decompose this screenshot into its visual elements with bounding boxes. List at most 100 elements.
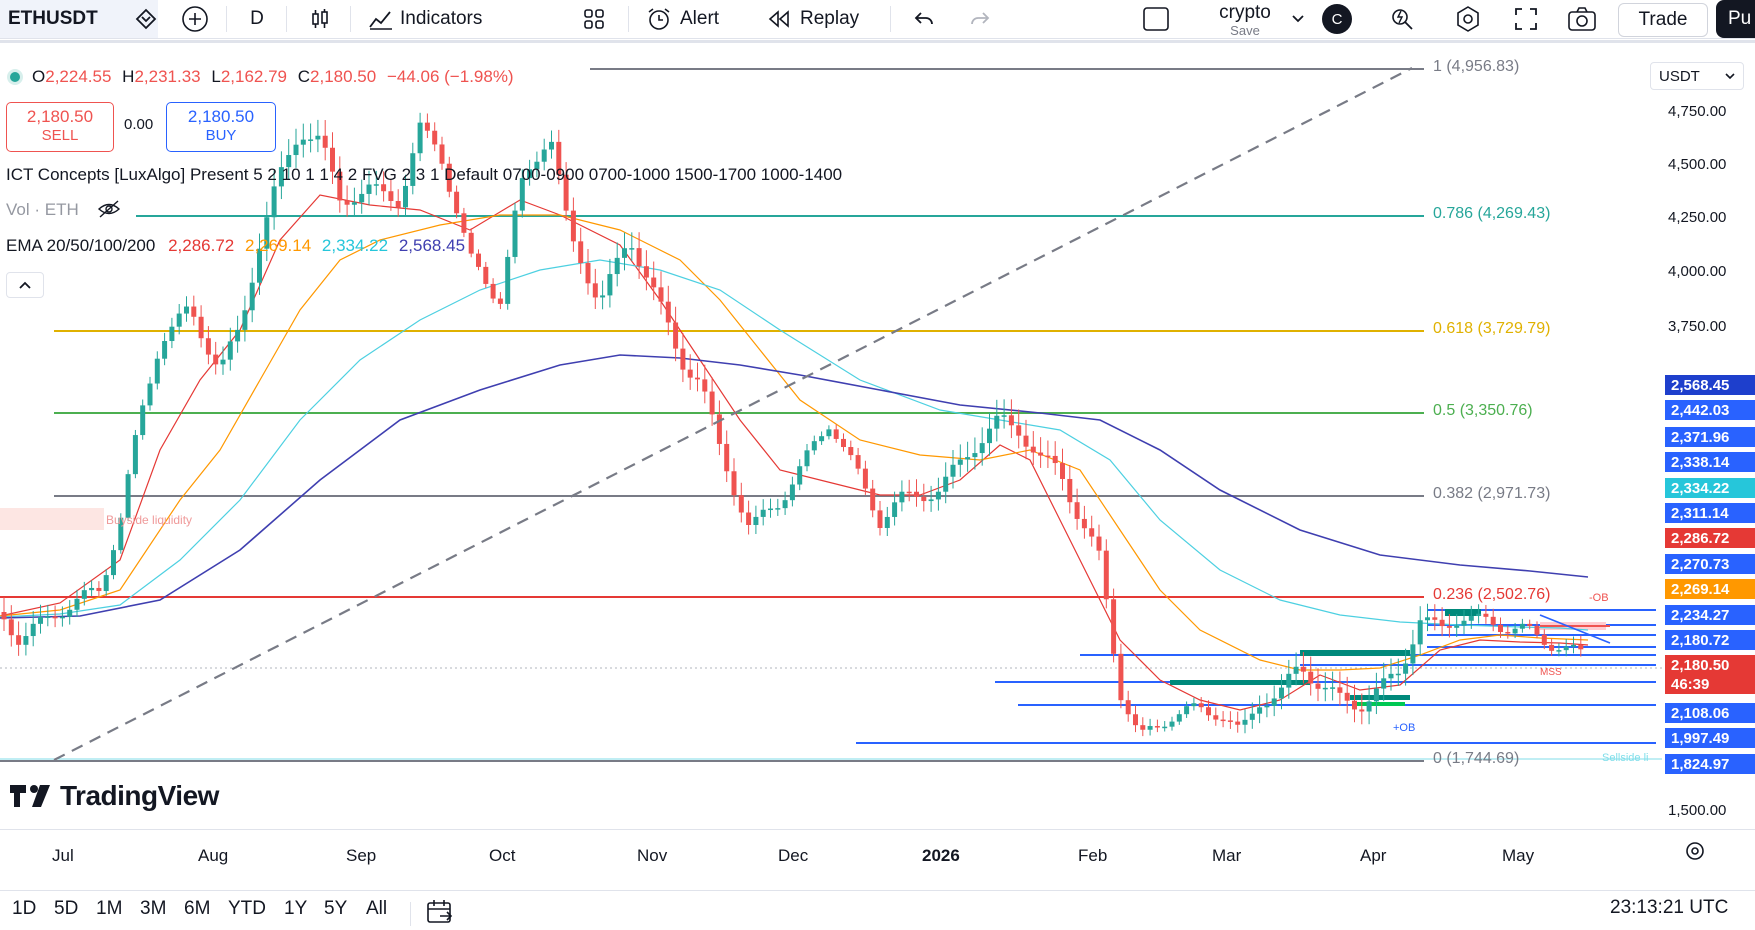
candle-body — [461, 213, 467, 233]
range-button-5d[interactable]: 5D — [54, 898, 79, 919]
quick-search-button[interactable] — [1384, 0, 1420, 38]
open-label: O — [32, 67, 46, 86]
candle-body — [1030, 446, 1036, 453]
candle-body — [242, 310, 248, 330]
redo-button[interactable] — [962, 0, 998, 38]
candle-body — [534, 161, 540, 170]
candle-body — [563, 174, 569, 211]
candle-body — [1373, 688, 1379, 702]
candle-body — [1410, 644, 1416, 664]
compare-symbol-button[interactable] — [128, 0, 164, 38]
layout-menu-button[interactable] — [1286, 0, 1310, 38]
close-label: C — [297, 67, 311, 86]
price-tag: 2,334.22 — [1665, 478, 1755, 498]
candle-body — [556, 141, 562, 175]
ema-legend[interactable]: EMA 20/50/100/200 2,286.72 2,269.14 2,33… — [6, 236, 465, 256]
candle-body — [1519, 623, 1525, 629]
tradingview-logo[interactable]: TradingView — [10, 780, 219, 812]
avatar-letter: C — [1331, 10, 1343, 28]
candle-body — [1125, 700, 1131, 715]
layout-select-button[interactable] — [1138, 0, 1174, 38]
trade-button[interactable]: Trade — [1618, 3, 1708, 37]
sell-button[interactable]: 2,180.50 SELL — [6, 102, 114, 152]
chart-settings-button[interactable] — [1680, 836, 1710, 866]
chart-canvas[interactable] — [0, 44, 1662, 829]
candle-body — [570, 210, 576, 242]
undo-button[interactable] — [906, 0, 942, 38]
candle-body — [1337, 687, 1343, 693]
candle-body — [198, 316, 204, 339]
snapshot-button[interactable] — [1562, 0, 1602, 38]
tradingview-logo-icon — [10, 785, 50, 807]
layout-templates-button[interactable] — [576, 0, 612, 38]
range-button-all[interactable]: All — [366, 898, 388, 919]
range-button-1d[interactable]: 1D — [12, 898, 37, 919]
candle-body — [147, 383, 153, 406]
range-button-3m[interactable]: 3M — [140, 898, 167, 919]
candle-body — [1556, 650, 1562, 652]
symbol-search[interactable]: ETHUSDT — [0, 0, 158, 38]
volume-legend[interactable]: Vol · ETH — [6, 200, 121, 220]
ict-concepts-legend[interactable]: ICT Concepts [LuxAlgo] Present 5 2 10 1 … — [6, 165, 843, 184]
price-tag: 2,108.06 — [1665, 703, 1755, 723]
ema200-value: 2,568.45 — [398, 236, 466, 255]
interval-button[interactable]: D — [240, 0, 274, 38]
candle-body — [1133, 714, 1138, 726]
range-button-1y[interactable]: 1Y — [284, 898, 308, 919]
currency-select[interactable]: USDT — [1650, 62, 1744, 90]
candle-body — [1322, 687, 1328, 690]
utc-clock[interactable]: 23:13:21 UTC — [1610, 897, 1729, 918]
candle-body — [497, 298, 503, 304]
alert-button[interactable]: Alert — [646, 0, 746, 38]
indicators-label: Indicators — [400, 8, 483, 29]
range-button-5y[interactable]: 5Y — [324, 898, 348, 919]
candle-body — [1140, 725, 1146, 730]
avatar[interactable]: C — [1322, 4, 1352, 34]
grid-icon — [584, 9, 604, 29]
candle-body — [607, 274, 613, 296]
candle-body — [1571, 644, 1576, 647]
price-tag: 2,234.27 — [1665, 605, 1755, 625]
demand-zone — [1300, 650, 1410, 656]
range-button-1m[interactable]: 1M — [96, 898, 123, 919]
candle-body — [1476, 613, 1482, 617]
candle-body — [45, 616, 51, 619]
layout-name-button[interactable]: crypto Save — [1190, 0, 1300, 38]
candle-body — [804, 450, 810, 467]
candle-body — [118, 517, 124, 551]
buy-button[interactable]: 2,180.50 BUY — [166, 102, 276, 152]
candle-body — [111, 550, 116, 576]
indicators-button[interactable]: Indicators — [368, 0, 498, 38]
publish-button[interactable]: Pu — [1716, 0, 1755, 38]
chart-type-button[interactable] — [302, 0, 338, 38]
replay-button[interactable]: Replay — [766, 0, 876, 38]
candle-body — [1154, 726, 1160, 728]
candle-body — [483, 266, 489, 284]
fullscreen-button[interactable] — [1508, 0, 1544, 38]
sell-label: SELL — [41, 127, 79, 144]
candle-body — [1227, 720, 1233, 722]
go-to-date-button[interactable] — [424, 897, 456, 927]
candle-body — [1257, 707, 1263, 714]
open-value: 2,224.55 — [45, 67, 112, 86]
candle-body — [870, 488, 876, 511]
eye-off-icon[interactable] — [97, 200, 121, 218]
settings-button[interactable] — [1450, 0, 1486, 38]
candle-body — [1359, 709, 1365, 712]
interval-label: D — [250, 8, 264, 29]
candle-body — [1184, 706, 1190, 715]
calendar-arrow-icon — [427, 900, 453, 923]
price-axis-label: 4,500.00 — [1668, 156, 1727, 173]
time-axis-label: Jul — [52, 846, 74, 865]
candle-body — [249, 282, 255, 311]
collapse-legend-button[interactable] — [6, 272, 44, 298]
range-button-ytd[interactable]: YTD — [228, 898, 266, 919]
add-symbol-button[interactable] — [176, 0, 214, 38]
time-axis-label: Nov — [637, 846, 668, 865]
candle-body — [1206, 707, 1211, 716]
candle-body — [972, 453, 978, 458]
candle-body — [1527, 623, 1533, 626]
range-button-6m[interactable]: 6M — [184, 898, 211, 919]
chevron-up-icon — [19, 281, 31, 289]
candle-body — [359, 193, 365, 203]
